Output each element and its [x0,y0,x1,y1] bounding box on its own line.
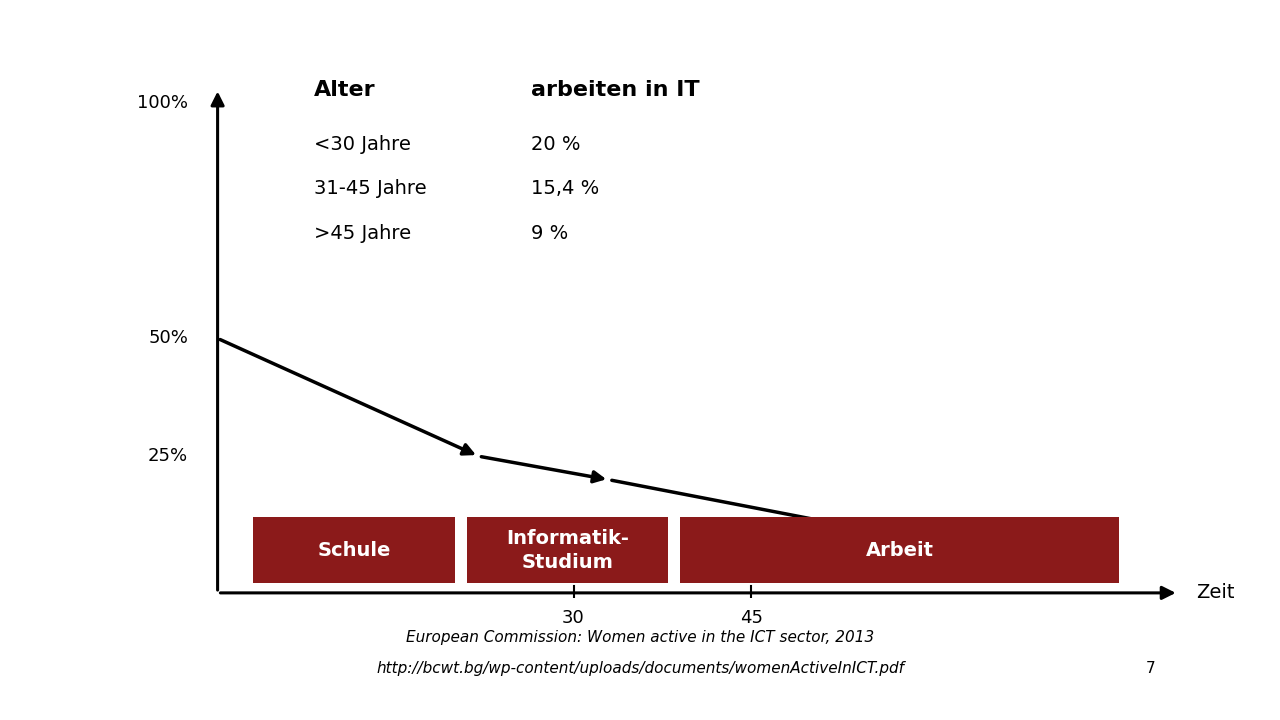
Bar [680,518,1119,583]
Text: Arbeit: Arbeit [865,541,933,560]
Text: Informatik-
Studium: Informatik- Studium [506,529,628,572]
Text: http://bcwt.bg/wp-content/uploads/documents/womenActiveInICT.pdf: http://bcwt.bg/wp-content/uploads/docume… [376,661,904,675]
Text: 100%: 100% [137,94,188,112]
Text: Alter: Alter [314,80,375,100]
Text: European Commission: Women active in the ICT sector, 2013: European Commission: Women active in the… [406,630,874,644]
Bar [253,518,454,583]
Text: <30 Jahre: <30 Jahre [314,135,411,153]
Text: Zeit: Zeit [1197,583,1235,603]
Text: 20 %: 20 % [531,135,581,153]
Bar [467,518,668,583]
Text: 7: 7 [1146,661,1156,675]
Text: >45 Jahre: >45 Jahre [314,224,411,243]
Text: arbeiten in IT: arbeiten in IT [531,80,700,100]
Text: 45: 45 [740,609,763,627]
Text: 31-45 Jahre: 31-45 Jahre [314,179,426,198]
Text: 9 %: 9 % [531,224,568,243]
Text: 30: 30 [562,609,585,627]
Text: 50%: 50% [148,330,188,348]
Text: 25%: 25% [147,447,188,465]
Text: 15,4 %: 15,4 % [531,179,599,198]
Text: Schule: Schule [317,541,390,560]
